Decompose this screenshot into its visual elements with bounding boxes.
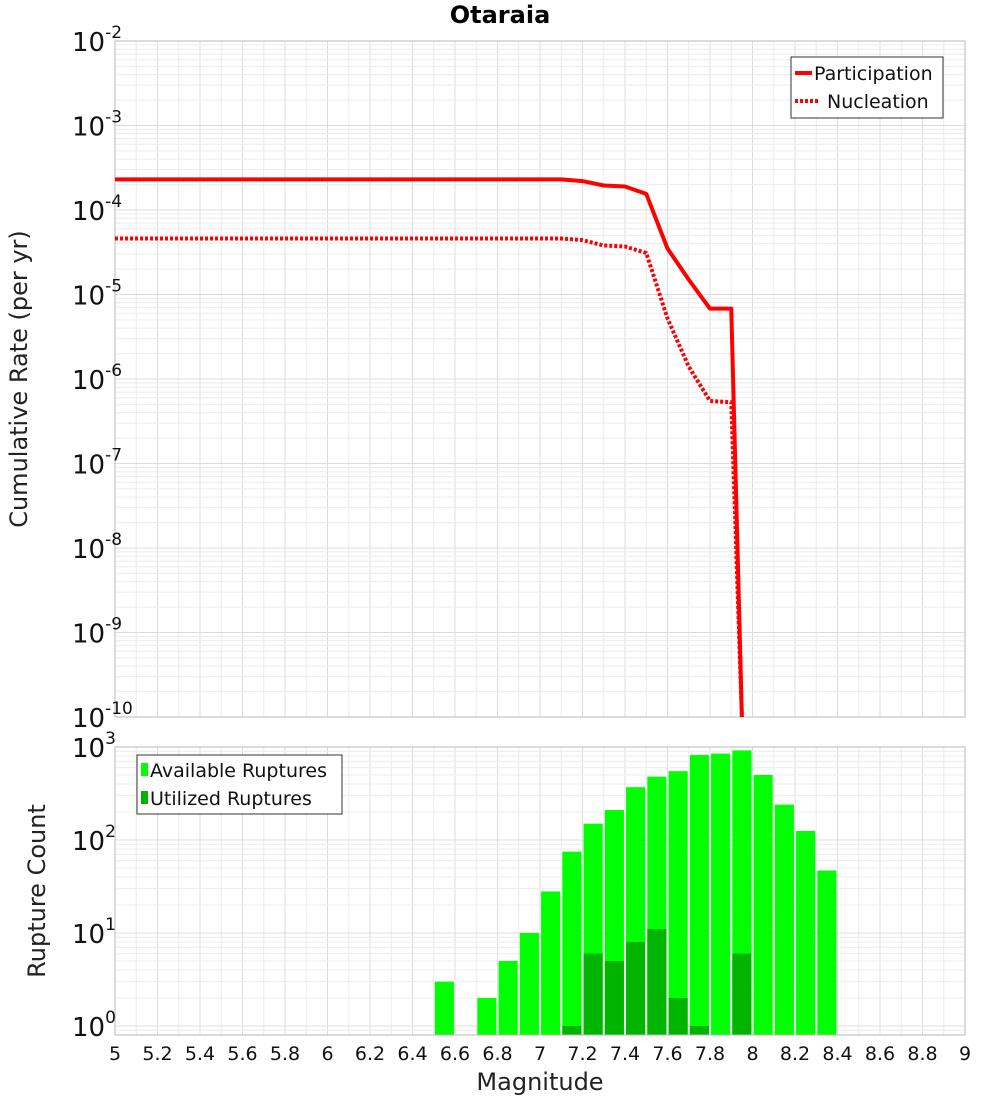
x-axis-label: Magnitude xyxy=(476,1068,603,1096)
legend-label-participation: Participation xyxy=(814,63,933,85)
x-tick-label: 8.4 xyxy=(822,1043,852,1065)
bar-available xyxy=(434,981,454,1035)
bottom-bars-group xyxy=(434,750,837,1035)
bar-available xyxy=(668,771,688,1035)
x-tick-label: 5.8 xyxy=(270,1043,300,1065)
bar-available xyxy=(541,891,561,1035)
bar-available xyxy=(562,851,582,1035)
x-tick-label: 7.4 xyxy=(610,1043,640,1065)
legend-label-available: Available Ruptures xyxy=(150,760,327,782)
x-tick-label: 8.8 xyxy=(907,1043,937,1065)
bar-available xyxy=(689,755,709,1035)
bottom-y-tick-label: 103 xyxy=(72,729,116,764)
top-series-group xyxy=(115,177,744,718)
series-line-participation xyxy=(115,177,744,718)
x-tick-label: 7.8 xyxy=(695,1043,725,1065)
bar-available xyxy=(753,774,773,1035)
x-tick-label: 6.2 xyxy=(355,1043,385,1065)
bottom-y-tick-label: 101 xyxy=(72,915,116,950)
top-y-tick-label: 10-10 xyxy=(72,699,133,734)
bar-utilized xyxy=(562,1025,582,1035)
bar-available xyxy=(796,830,816,1035)
bottom-y-ticks: 100 101 102 103 xyxy=(72,729,116,1043)
series-line-nucleation xyxy=(115,236,744,718)
x-tick-label: 7 xyxy=(534,1043,546,1065)
top-legend: Participation Nucleation xyxy=(790,56,944,119)
bottom-legend: Available Ruptures Utilized Ruptures xyxy=(136,754,343,815)
bottom-y-tick-label: 102 xyxy=(72,822,116,857)
x-tick-label: 5 xyxy=(109,1043,121,1065)
x-tick-label: 6 xyxy=(321,1043,333,1065)
chart-title: Otaraia xyxy=(450,1,551,29)
bar-utilized xyxy=(647,929,667,1035)
x-tick-label: 5.2 xyxy=(142,1043,172,1065)
x-tick-label: 5.6 xyxy=(227,1043,257,1065)
bar-available xyxy=(477,997,497,1035)
x-tick-label: 6.8 xyxy=(482,1043,512,1065)
bottom-y-axis-label: Rupture Count xyxy=(23,804,51,978)
x-tick-label: 7.2 xyxy=(567,1043,597,1065)
bar-available xyxy=(519,932,539,1035)
legend-label-nucleation: Nucleation xyxy=(827,91,929,113)
top-legend-box xyxy=(790,56,944,119)
bar-utilized xyxy=(583,953,603,1035)
x-tick-label: 6.4 xyxy=(397,1043,427,1065)
bar-utilized xyxy=(732,953,752,1035)
bar-available xyxy=(774,804,794,1035)
bottom-plot-frame xyxy=(114,746,966,1036)
bottom-x-ticks: 5 5.2 5.4 5.6 5.8 6 6.2 6.4 6.6 6.8 7 7.2 7.4 7.6 7.8 8… xyxy=(109,1043,971,1065)
x-tick-label: 8.6 xyxy=(865,1043,895,1065)
legend-label-utilized: Utilized Ruptures xyxy=(150,788,312,810)
legend-swatch-available xyxy=(141,763,148,776)
top-y-tick-label: 10-3 xyxy=(72,108,122,143)
bottom-y-tick-label: 100 xyxy=(72,1008,116,1043)
top-y-axis-label: Cumulative Rate (per yr) xyxy=(5,230,33,528)
bar-available xyxy=(498,960,518,1035)
x-tick-label: 8 xyxy=(746,1043,758,1065)
bar-available xyxy=(817,870,837,1035)
bottom-legend-box xyxy=(136,754,343,815)
bar-utilized xyxy=(604,960,624,1035)
bar-utilized xyxy=(668,997,688,1035)
top-plot-frame xyxy=(114,40,966,718)
legend-swatch-utilized xyxy=(141,791,148,804)
x-tick-label: 6.6 xyxy=(440,1043,470,1065)
x-tick-label: 5.4 xyxy=(185,1043,215,1065)
x-tick-label: 8.2 xyxy=(780,1043,810,1065)
bar-available xyxy=(711,753,731,1035)
bar-utilized xyxy=(626,942,646,1035)
bar-utilized xyxy=(689,1025,709,1035)
x-tick-label: 9 xyxy=(959,1043,971,1065)
bottom-panel: 100 101 102 103 5 5.2 5.4 5.6 5.8 6 6.2 6.4 6.6 6.8 7… xyxy=(23,729,971,1096)
x-tick-label: 7.6 xyxy=(652,1043,682,1065)
top-grid xyxy=(114,41,966,718)
